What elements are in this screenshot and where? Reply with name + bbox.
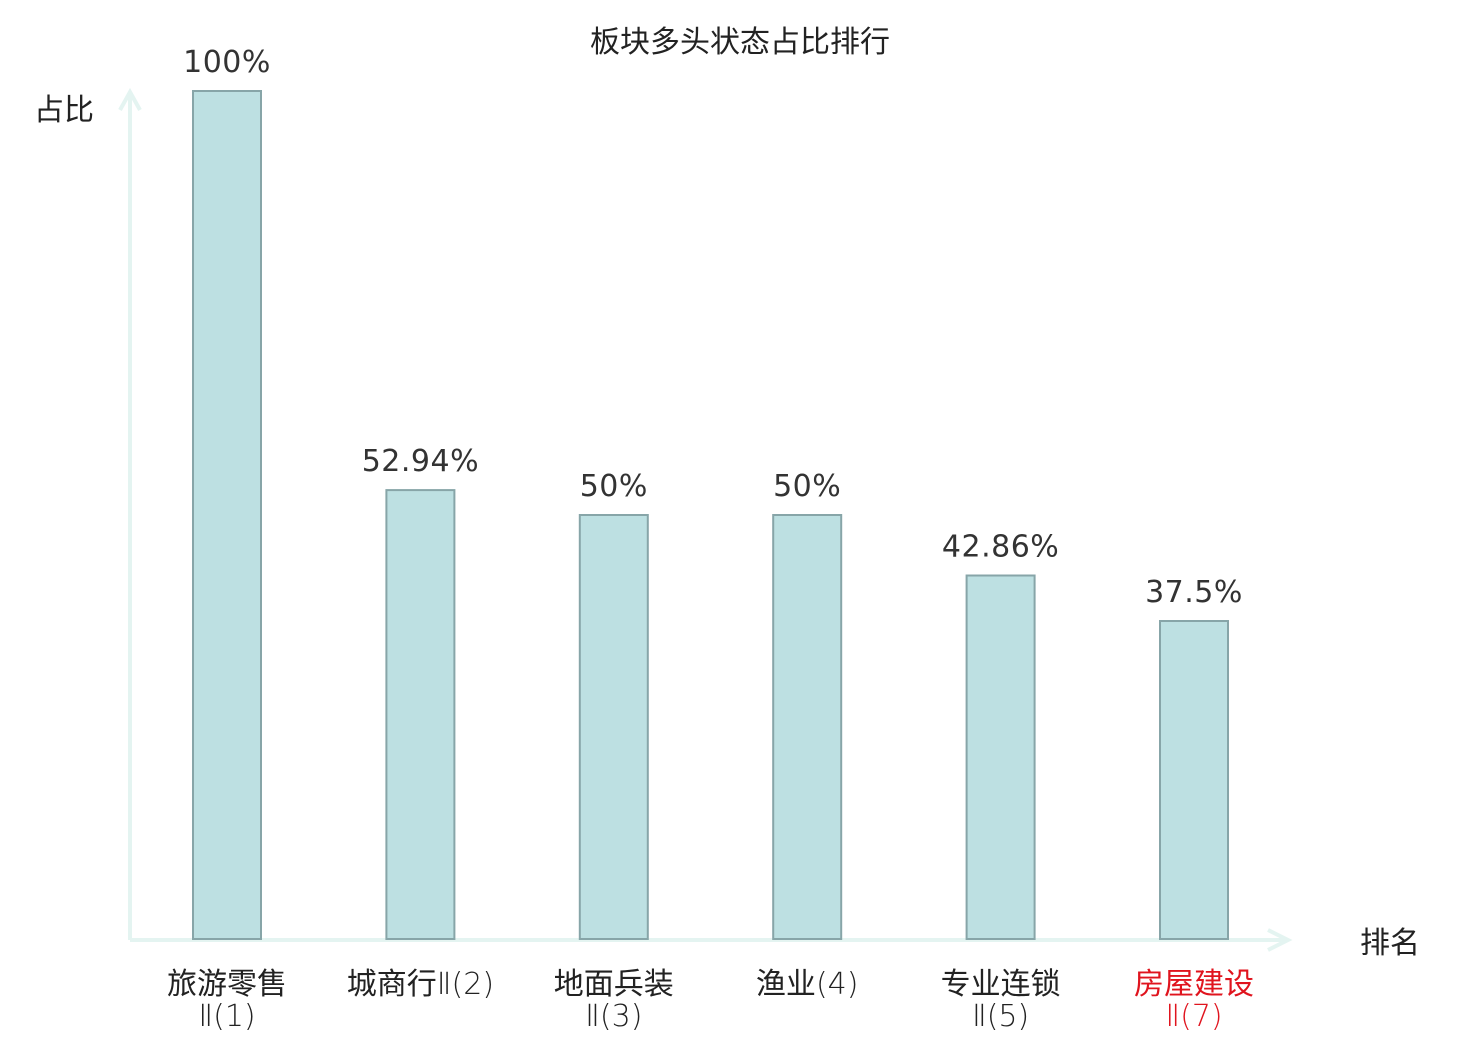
x-tick-sublabel: Ⅱ(7) bbox=[1165, 999, 1222, 1034]
x-axis-title: 排名 bbox=[1360, 926, 1420, 961]
x-tick-label: 地面兵装 bbox=[554, 967, 674, 1002]
bar-value-label: 50% bbox=[773, 469, 841, 504]
bar bbox=[772, 514, 843, 940]
chart-title: 板块多头状态占比排行 bbox=[590, 25, 890, 60]
x-tick-label: 城商行Ⅱ(2) bbox=[347, 967, 494, 1002]
bar bbox=[965, 574, 1036, 940]
x-tick-label: 渔业(4) bbox=[756, 967, 859, 1002]
bar bbox=[385, 489, 456, 940]
x-tick-label: 旅游零售 bbox=[167, 967, 287, 1002]
x-tick-label: 房屋建设 bbox=[1134, 967, 1254, 1002]
bar bbox=[1159, 620, 1229, 940]
y-axis-title: 占比 bbox=[34, 93, 94, 128]
x-tick-sublabel: Ⅱ(1) bbox=[198, 999, 255, 1034]
x-tick-sublabel: Ⅱ(5) bbox=[972, 999, 1029, 1034]
bar-value-label: 42.86% bbox=[942, 530, 1059, 565]
x-axis-arrow-icon bbox=[1267, 928, 1293, 952]
bar-value-label: 50% bbox=[580, 469, 648, 504]
bar-value-label: 37.5% bbox=[1145, 575, 1243, 610]
x-tick-label: 专业连锁 bbox=[941, 967, 1061, 1002]
bar-value-label: 100% bbox=[183, 45, 271, 80]
bar-value-label: 52.94% bbox=[362, 444, 479, 479]
bar bbox=[192, 90, 262, 940]
x-tick-sublabel: Ⅱ(3) bbox=[585, 999, 642, 1034]
bar bbox=[578, 514, 649, 940]
y-axis-arrow-icon bbox=[118, 87, 142, 111]
